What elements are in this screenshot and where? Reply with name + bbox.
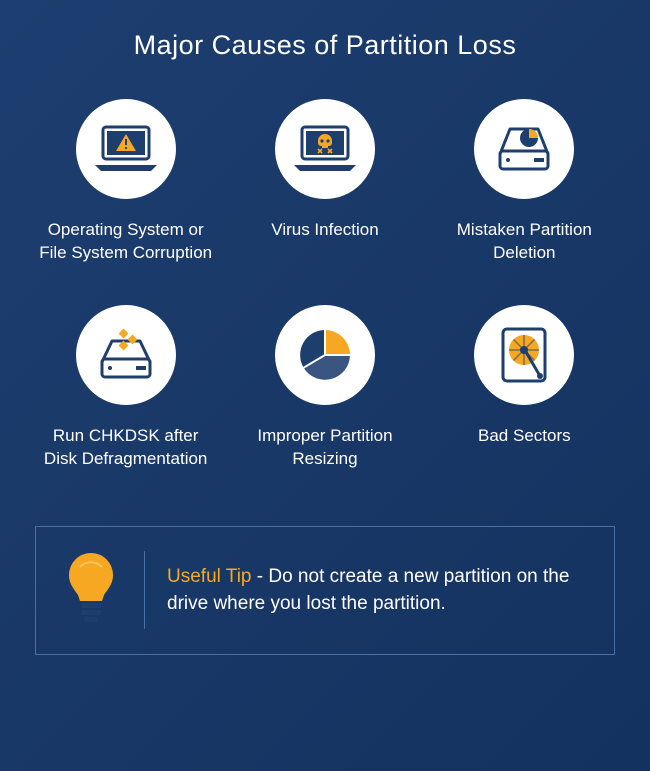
tip-box: Useful Tip - Do not create a new partiti… [35, 526, 615, 655]
hdd-platter-icon [474, 305, 574, 405]
cause-label: Run CHKDSK after Disk Defragmentation [35, 425, 216, 471]
cause-label: Operating System or File System Corrupti… [35, 219, 216, 265]
cause-label: Virus Infection [271, 219, 378, 242]
tip-divider [144, 551, 145, 629]
cause-item: Virus Infection [234, 99, 415, 265]
cause-label: Mistaken Partition Deletion [434, 219, 615, 265]
laptop-warning-icon [76, 99, 176, 199]
infographic-container: Major Causes of Partition Loss Operating… [0, 0, 650, 685]
tip-text: Useful Tip - Do not create a new partiti… [167, 563, 590, 618]
cause-item: Run CHKDSK after Disk Defragmentation [35, 305, 216, 471]
cause-item: Bad Sectors [434, 305, 615, 471]
cause-item: Improper Partition Resizing [234, 305, 415, 471]
cause-item: Operating System or File System Corrupti… [35, 99, 216, 265]
cause-label: Improper Partition Resizing [234, 425, 415, 471]
page-title: Major Causes of Partition Loss [35, 30, 615, 61]
lightbulb-icon [60, 549, 122, 632]
laptop-skull-icon [275, 99, 375, 199]
cause-item: Mistaken Partition Deletion [434, 99, 615, 265]
tip-highlight: Useful Tip [167, 566, 251, 587]
pie-chart-icon [275, 305, 375, 405]
causes-grid: Operating System or File System Corrupti… [35, 99, 615, 471]
cause-label: Bad Sectors [478, 425, 571, 448]
drive-defrag-icon [76, 305, 176, 405]
drive-pie-icon [474, 99, 574, 199]
